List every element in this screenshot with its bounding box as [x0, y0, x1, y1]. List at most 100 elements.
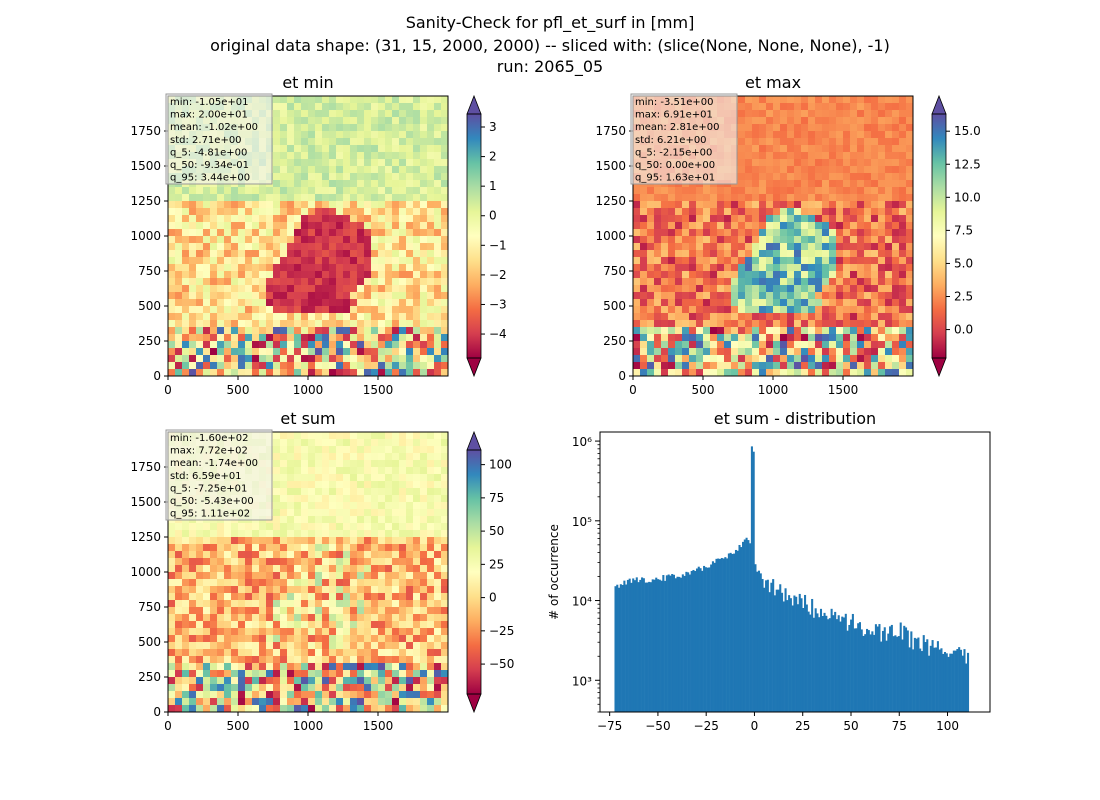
- heatmap-cell: [217, 579, 225, 587]
- heatmap-cell: [252, 551, 260, 559]
- heatmap-cell: [441, 236, 449, 244]
- y-tick-label: 250: [603, 334, 626, 348]
- heatmap-cell: [294, 509, 302, 517]
- heatmap-cell: [434, 369, 442, 377]
- heatmap-cell: [385, 243, 393, 251]
- heatmap-cell: [385, 145, 393, 153]
- heatmap-cell: [364, 131, 372, 139]
- heatmap-cell: [308, 642, 316, 650]
- heatmap-cell: [864, 103, 872, 111]
- heatmap-cell: [787, 222, 795, 230]
- heatmap-cell: [371, 642, 379, 650]
- heatmap-cell: [238, 208, 246, 216]
- heatmap-cell: [217, 600, 225, 608]
- heatmap-cell: [238, 572, 246, 580]
- heatmap-cell: [829, 215, 837, 223]
- heatmap-cell: [266, 215, 274, 223]
- heatmap-cell: [385, 474, 393, 482]
- heatmap-cell: [308, 635, 316, 643]
- heatmap-cell: [308, 663, 316, 671]
- heatmap-cell: [801, 306, 809, 314]
- heatmap-cell: [336, 173, 344, 181]
- heatmap-cell: [668, 348, 676, 356]
- heatmap-cell: [661, 229, 669, 237]
- heatmap-cell: [189, 572, 197, 580]
- heatmap-cell: [738, 292, 746, 300]
- heatmap-cell: [640, 327, 648, 335]
- heatmap-cell: [661, 201, 669, 209]
- heatmap-cell: [280, 264, 288, 272]
- heatmap-cell: [203, 208, 211, 216]
- heatmap-cell: [661, 194, 669, 202]
- heatmap-cell: [689, 236, 697, 244]
- heatmap-cell: [675, 313, 683, 321]
- heatmap-cell: [836, 131, 844, 139]
- heatmap-cell: [350, 96, 358, 104]
- heatmap-cell: [350, 327, 358, 335]
- heatmap-cell: [434, 194, 442, 202]
- heatmap-cell: [259, 264, 267, 272]
- heatmap-cell: [294, 663, 302, 671]
- heatmap-cell: [189, 705, 197, 713]
- heatmap-cell: [808, 110, 816, 118]
- heatmap-cell: [196, 341, 204, 349]
- heatmap-cell: [336, 691, 344, 699]
- heatmap-cell: [175, 614, 183, 622]
- heatmap-cell: [441, 355, 449, 363]
- stats-line: max: 7.72e+02: [170, 446, 248, 457]
- heatmap-cell: [843, 138, 851, 146]
- heatmap-cell: [217, 327, 225, 335]
- heatmap-cell: [717, 334, 725, 342]
- heatmap-cell: [399, 173, 407, 181]
- heatmap-cell: [822, 131, 830, 139]
- heatmap-cell: [738, 117, 746, 125]
- heatmap-cell: [434, 502, 442, 510]
- heatmap-cell: [661, 187, 669, 195]
- heatmap-cell: [682, 292, 690, 300]
- heatmap-cell: [392, 145, 400, 153]
- heatmap-cell: [189, 635, 197, 643]
- heatmap-cell: [780, 110, 788, 118]
- heatmap-cell: [780, 362, 788, 370]
- heatmap-cell: [392, 530, 400, 538]
- heatmap-cell: [210, 628, 218, 636]
- heatmap-cell: [378, 313, 386, 321]
- heatmap-cell: [329, 565, 337, 573]
- heatmap-cell: [899, 96, 907, 104]
- heatmap-cell: [420, 145, 428, 153]
- heatmap-cell: [378, 306, 386, 314]
- heatmap-cell: [371, 348, 379, 356]
- heatmap-cell: [308, 600, 316, 608]
- heatmap-cell: [350, 250, 358, 258]
- heatmap-cell: [696, 208, 704, 216]
- heatmap-cell: [182, 663, 190, 671]
- heatmap-cell: [822, 334, 830, 342]
- heatmap-cell: [378, 698, 386, 706]
- heatmap-cell: [189, 201, 197, 209]
- heatmap-cell: [301, 306, 309, 314]
- heatmap-cell: [273, 642, 281, 650]
- heatmap-cell: [315, 579, 323, 587]
- heatmap-cell: [357, 166, 365, 174]
- heatmap-cell: [427, 222, 435, 230]
- heatmap-cell: [780, 320, 788, 328]
- heatmap-cell: [350, 558, 358, 566]
- heatmap-cell: [315, 649, 323, 657]
- heatmap-cell: [717, 348, 725, 356]
- heatmap-cell: [794, 320, 802, 328]
- heatmap-cell: [878, 166, 886, 174]
- heatmap-cell: [329, 663, 337, 671]
- heatmap-cell: [766, 348, 774, 356]
- heatmap-cell: [371, 201, 379, 209]
- heatmap-cell: [441, 348, 449, 356]
- heatmap-cell: [280, 341, 288, 349]
- heatmap-cell: [210, 313, 218, 321]
- heatmap-cell: [210, 642, 218, 650]
- heatmap-cell: [343, 250, 351, 258]
- heatmap-cell: [371, 523, 379, 531]
- heatmap-cell: [731, 236, 739, 244]
- heatmap-cell: [675, 334, 683, 342]
- histogram-bar: [653, 579, 656, 712]
- heatmap-cell: [203, 194, 211, 202]
